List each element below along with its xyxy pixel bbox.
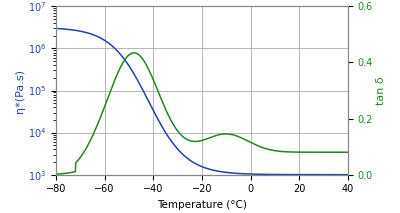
Y-axis label: η*(Pa.s): η*(Pa.s) bbox=[15, 69, 25, 112]
Y-axis label: tan δ: tan δ bbox=[376, 76, 386, 105]
X-axis label: Temperature (°C): Temperature (°C) bbox=[157, 200, 247, 210]
